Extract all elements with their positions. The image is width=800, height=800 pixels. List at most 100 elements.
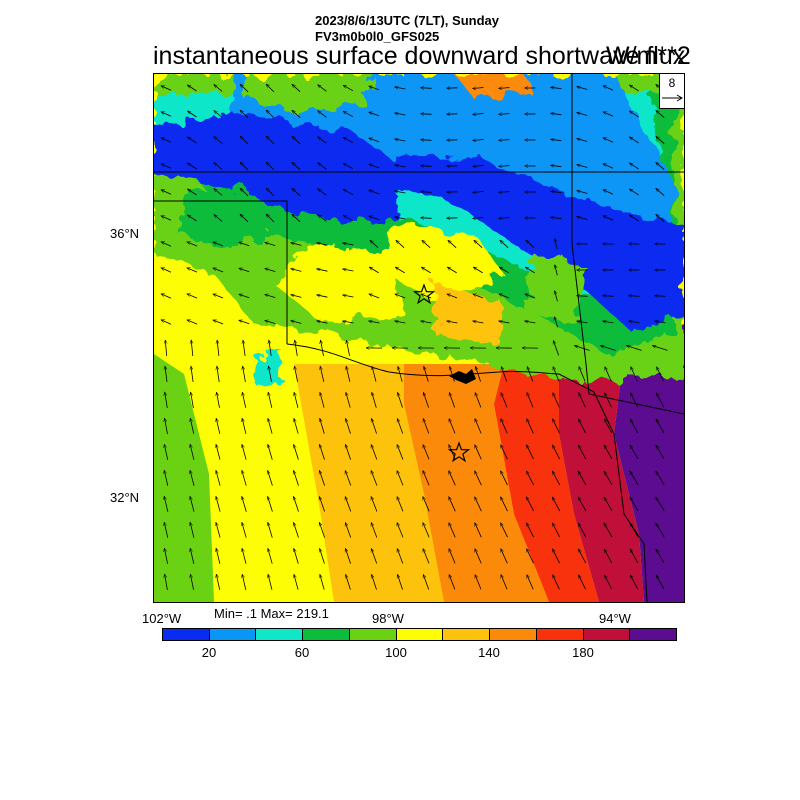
wind-vector bbox=[371, 445, 378, 460]
wind-vector bbox=[369, 164, 380, 169]
wind-vector bbox=[526, 393, 534, 408]
wind-vector bbox=[421, 218, 432, 219]
wind-vector bbox=[604, 575, 612, 590]
wind-vector bbox=[216, 522, 221, 538]
colorbar-swatch bbox=[583, 629, 631, 640]
wind-vector bbox=[190, 574, 194, 590]
model-title: FV3m0b0l0_GFS025 bbox=[315, 29, 440, 44]
wind-vector bbox=[473, 294, 484, 299]
wind-vector bbox=[500, 523, 508, 538]
wind-vector bbox=[294, 366, 298, 382]
wind-vector bbox=[448, 549, 456, 564]
wind-vector bbox=[577, 523, 587, 538]
wind-vector bbox=[292, 136, 301, 144]
wind-vector bbox=[239, 268, 250, 273]
colorbar bbox=[162, 628, 677, 641]
wind-vector bbox=[294, 522, 299, 538]
wind-vector bbox=[266, 162, 275, 171]
wind-vector bbox=[187, 162, 197, 170]
wind-vector bbox=[214, 111, 223, 118]
wind-vector bbox=[474, 523, 482, 538]
wind-vector bbox=[343, 243, 354, 245]
wind-vector bbox=[421, 192, 432, 193]
wind-vector bbox=[164, 496, 169, 512]
wind-vector bbox=[321, 340, 324, 356]
wind-vector bbox=[423, 392, 429, 408]
wind-vector bbox=[164, 548, 168, 564]
wind-vector bbox=[346, 392, 351, 408]
wind-vector bbox=[422, 240, 431, 248]
wind-vector bbox=[525, 321, 536, 323]
wind-vector bbox=[475, 366, 481, 382]
wind-vector bbox=[395, 217, 406, 219]
wind-vector bbox=[239, 320, 250, 325]
wind-vector bbox=[525, 294, 536, 299]
colorbar-label: 140 bbox=[478, 645, 500, 660]
wind-vector bbox=[294, 496, 299, 512]
wind-vector bbox=[551, 523, 561, 538]
wind-vector bbox=[449, 393, 456, 408]
wind-vector bbox=[500, 393, 508, 408]
wind-vector bbox=[269, 340, 272, 356]
wind-vector bbox=[318, 189, 327, 196]
wind-vector bbox=[551, 191, 562, 192]
wind-vector bbox=[603, 85, 614, 91]
wind-vector bbox=[266, 188, 275, 197]
wind-vector bbox=[317, 295, 328, 298]
wind-vector bbox=[629, 549, 639, 564]
wind-vector bbox=[473, 266, 483, 274]
wind-vector bbox=[214, 137, 223, 144]
star-marker bbox=[412, 283, 436, 305]
wind-vector bbox=[294, 574, 299, 590]
wind-vector bbox=[577, 445, 587, 460]
main-title: instantaneous surface downward shortwave… bbox=[153, 42, 686, 70]
wind-vector bbox=[526, 575, 534, 590]
colorbar-swatch bbox=[536, 629, 584, 640]
wind-vector bbox=[396, 471, 404, 486]
wind-vector bbox=[291, 243, 302, 246]
wind-vector bbox=[553, 341, 560, 356]
wind-vector bbox=[292, 162, 301, 170]
wind-vector bbox=[577, 296, 588, 297]
wind-vector bbox=[551, 139, 562, 140]
wind-vector bbox=[291, 321, 302, 324]
wind-vector bbox=[346, 340, 350, 356]
wind-vector bbox=[603, 137, 614, 143]
wind-vector bbox=[343, 295, 354, 297]
wind-vector bbox=[216, 574, 221, 590]
wind-vector bbox=[320, 366, 325, 382]
wind-vector bbox=[397, 549, 404, 564]
wind-vector bbox=[422, 471, 430, 486]
wind-vectors bbox=[161, 84, 668, 590]
wind-vector bbox=[242, 548, 247, 564]
wind-vector bbox=[655, 445, 665, 460]
wind-vector bbox=[449, 575, 456, 590]
wind-vector bbox=[213, 294, 224, 299]
colorbar-label: 100 bbox=[385, 645, 407, 660]
wind-vector bbox=[526, 240, 535, 248]
wind-vector bbox=[396, 523, 404, 538]
wind-vector bbox=[242, 418, 247, 434]
colorbar-swatch bbox=[256, 629, 304, 640]
wind-vector bbox=[656, 162, 665, 170]
wind-vector bbox=[578, 575, 586, 590]
colorbar-swatch bbox=[349, 629, 397, 640]
wind-vector bbox=[191, 340, 193, 357]
wind-vector bbox=[395, 165, 406, 167]
wind-vector bbox=[187, 110, 197, 118]
colorbar-swatch bbox=[630, 629, 677, 640]
wind-vector bbox=[190, 496, 195, 512]
colorbar-swatch bbox=[163, 629, 210, 640]
wind-vector bbox=[161, 137, 172, 143]
wind-vector bbox=[626, 346, 642, 351]
wind-vector bbox=[216, 418, 221, 434]
wind-vector bbox=[422, 497, 430, 512]
wind-vector bbox=[161, 267, 172, 273]
wind-vector bbox=[551, 113, 562, 114]
wind-vector bbox=[369, 190, 380, 195]
wind-vector bbox=[318, 111, 327, 118]
wind-vector bbox=[319, 522, 325, 538]
wind-vector bbox=[216, 496, 221, 512]
wind-vector bbox=[161, 189, 172, 195]
wind-vector bbox=[500, 575, 508, 590]
